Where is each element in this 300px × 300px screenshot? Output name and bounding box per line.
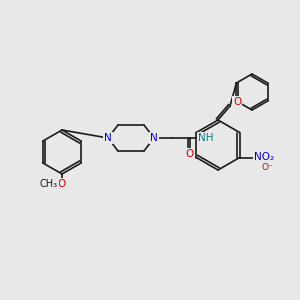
Text: N: N <box>150 133 158 143</box>
Text: NH: NH <box>198 133 214 143</box>
Text: NO₂: NO₂ <box>254 152 274 163</box>
Text: N: N <box>104 133 112 143</box>
Text: O: O <box>58 179 66 189</box>
Text: O⁻: O⁻ <box>262 163 274 172</box>
Text: O: O <box>233 97 241 107</box>
Text: CH₃: CH₃ <box>40 179 58 189</box>
Text: O: O <box>186 149 194 159</box>
